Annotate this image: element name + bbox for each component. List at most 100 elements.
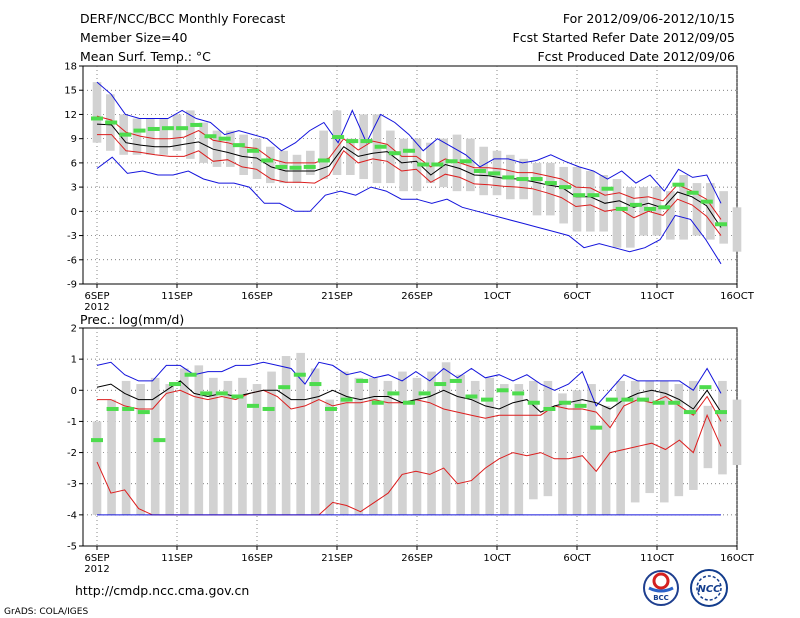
median-marker bbox=[559, 185, 571, 190]
median-marker bbox=[587, 193, 600, 198]
median-marker bbox=[137, 410, 150, 415]
ensemble-box bbox=[212, 130, 222, 167]
median-marker bbox=[527, 400, 540, 405]
ensemble-box bbox=[630, 380, 640, 503]
x-tick-label: 1OCT bbox=[483, 553, 511, 564]
median-marker bbox=[559, 400, 571, 405]
ensemble-box bbox=[267, 371, 276, 515]
x-tick-label: 6SEP bbox=[84, 291, 109, 302]
median-marker bbox=[459, 159, 472, 164]
ensemble-box bbox=[179, 368, 189, 515]
ensemble-box bbox=[252, 384, 262, 515]
ensemble-box bbox=[529, 380, 538, 500]
median-marker bbox=[601, 186, 614, 191]
forecast-produced-date: Fcst Produced Date 2012/09/06 bbox=[537, 49, 735, 64]
median-marker bbox=[417, 162, 430, 167]
median-marker bbox=[403, 400, 415, 405]
y-tick-label: 15 bbox=[64, 86, 77, 97]
ensemble-box bbox=[470, 380, 480, 515]
ensemble-box bbox=[310, 368, 320, 515]
median-marker bbox=[502, 175, 515, 180]
y-tick-label: -3 bbox=[67, 231, 77, 242]
median-marker bbox=[303, 164, 316, 169]
median-marker bbox=[293, 372, 306, 377]
median-marker bbox=[668, 400, 681, 405]
x-tick-label: 21SEP bbox=[321, 291, 352, 302]
x-tick-label: 26SEP bbox=[401, 291, 432, 302]
median-marker bbox=[496, 388, 509, 393]
ensemble-box bbox=[226, 130, 235, 167]
series-line-upper bbox=[97, 389, 722, 429]
ensemble-box bbox=[296, 352, 305, 515]
ensemble-box bbox=[339, 371, 349, 515]
ensemble-box bbox=[399, 138, 408, 192]
median-marker bbox=[605, 397, 618, 402]
forecast-period: For 2012/09/06-2012/10/15 bbox=[563, 11, 735, 26]
median-marker bbox=[176, 126, 189, 131]
median-marker bbox=[686, 190, 699, 195]
ensemble-box bbox=[426, 142, 435, 184]
ensemble-box bbox=[559, 166, 568, 224]
median-marker bbox=[449, 378, 462, 383]
median-marker bbox=[637, 397, 649, 402]
x-tick-label: 16OCT bbox=[720, 291, 755, 302]
median-marker bbox=[184, 372, 197, 377]
ensemble-box bbox=[439, 138, 448, 188]
ensemble-box bbox=[441, 362, 451, 515]
x-tick-label: 11OCT bbox=[640, 553, 675, 564]
x-tick-label: 16SEP bbox=[241, 291, 272, 302]
series-line-ensemble-max bbox=[96, 361, 722, 407]
x-tick-label: 11OCT bbox=[640, 291, 675, 302]
ensemble-box bbox=[666, 191, 675, 240]
median-marker bbox=[278, 385, 291, 390]
series-line-lower bbox=[96, 413, 722, 516]
median-marker bbox=[516, 177, 529, 182]
median-marker bbox=[215, 391, 228, 396]
ensemble-box bbox=[652, 187, 662, 236]
temperature-panel: -9 -6 -3 0 3 6 9 12 15 18 6SEP 11SEP 16SEP 21SEP 26SEP… bbox=[64, 62, 754, 314]
ensemble-box bbox=[92, 421, 102, 515]
ensemble-box bbox=[332, 110, 342, 175]
ensemble-box bbox=[732, 207, 742, 252]
ensemble-box bbox=[586, 170, 595, 232]
ncc-logo: NCC bbox=[690, 569, 728, 607]
ensemble-box bbox=[456, 374, 465, 515]
median-marker bbox=[360, 139, 373, 144]
median-marker bbox=[106, 406, 119, 411]
ensemble-box bbox=[319, 130, 328, 180]
y-tick-label: 12 bbox=[64, 110, 77, 121]
ensemble-box bbox=[719, 191, 728, 244]
median-marker bbox=[204, 134, 217, 139]
median-marker bbox=[119, 132, 132, 137]
member-size: Member Size=40 bbox=[80, 30, 187, 45]
ensemble-box bbox=[372, 114, 382, 184]
ncc-logo-text: NCC bbox=[697, 584, 721, 595]
median-marker bbox=[261, 158, 274, 163]
source-url[interactable]: http://cmdp.ncc.cma.gov.cn bbox=[75, 583, 249, 598]
ensemble-box bbox=[150, 377, 160, 515]
y-tick-label: 9 bbox=[71, 134, 77, 145]
ensemble-box bbox=[238, 377, 247, 515]
ensemble-box bbox=[427, 371, 436, 515]
y-tick-label: -4 bbox=[67, 510, 77, 521]
y-tick-label: -9 bbox=[67, 280, 77, 291]
median-marker bbox=[488, 171, 501, 176]
median-marker bbox=[91, 116, 103, 121]
median-marker bbox=[543, 406, 556, 411]
ensemble-box bbox=[398, 371, 407, 515]
median-marker bbox=[200, 391, 213, 396]
ensemble-box bbox=[612, 179, 622, 248]
y-tick-label: -6 bbox=[67, 255, 77, 266]
ensemble-box bbox=[412, 377, 422, 515]
ensemble-box bbox=[172, 114, 182, 151]
x-tick-label: 1OCT bbox=[483, 291, 511, 302]
ensemble-box bbox=[281, 356, 291, 515]
x-tick-label: 6OCT bbox=[563, 553, 591, 564]
ensemble-box bbox=[546, 162, 555, 216]
median-marker bbox=[122, 406, 135, 411]
median-marker bbox=[481, 397, 493, 402]
y-tick-label: 6 bbox=[71, 158, 77, 169]
ensemble-box bbox=[132, 118, 142, 155]
median-marker bbox=[247, 403, 259, 408]
ensemble-box bbox=[223, 380, 233, 515]
